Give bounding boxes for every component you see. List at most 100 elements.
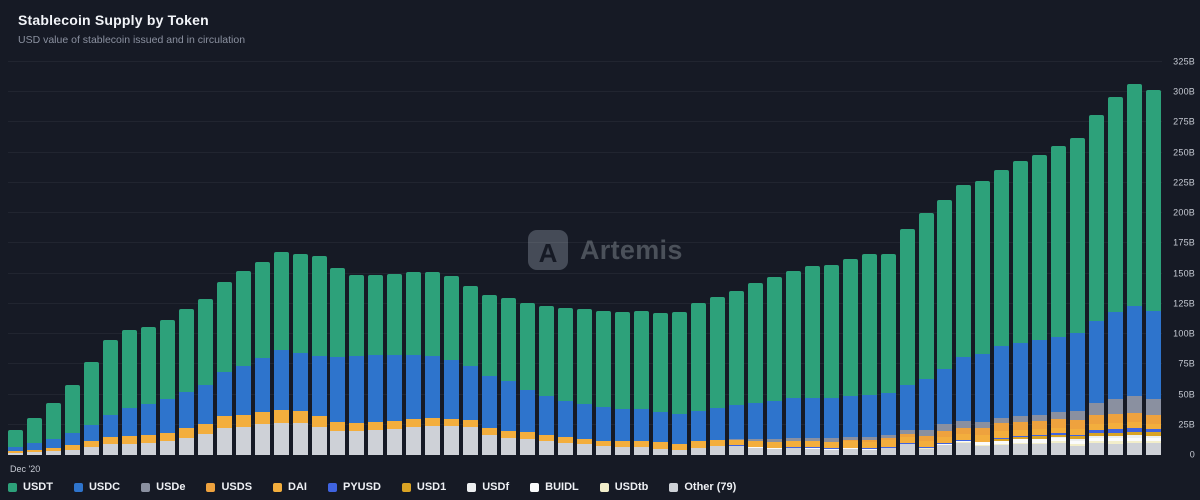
bar-feb-25[interactable] <box>956 185 972 455</box>
bar-sep-23[interactable] <box>633 311 649 455</box>
bar-apr-21[interactable] <box>83 361 99 455</box>
bar-aug-22[interactable] <box>387 273 403 455</box>
bar-aug-24[interactable] <box>842 259 858 455</box>
bar-jan-23[interactable] <box>482 295 498 455</box>
segment-usds <box>918 436 934 441</box>
bar-dec-23[interactable] <box>690 302 706 455</box>
segment-usd1 <box>1051 434 1067 438</box>
legend-item-buidl[interactable]: BUIDL <box>530 481 579 493</box>
bar-sep-25[interactable] <box>1089 115 1105 455</box>
bar-jun-24[interactable] <box>804 266 820 455</box>
gridline-275B <box>8 121 1162 123</box>
segment-dai <box>652 442 668 449</box>
bar-aug-25[interactable] <box>1070 138 1086 455</box>
segment-usds <box>1051 419 1067 428</box>
bar-jun-25[interactable] <box>1032 155 1048 455</box>
bar-oct-25[interactable] <box>1108 97 1124 455</box>
bar-jul-23[interactable] <box>596 311 612 455</box>
bar-feb-21[interactable] <box>45 403 61 455</box>
bar-may-22[interactable] <box>330 267 346 455</box>
legend-item-usd1[interactable]: USD1 <box>401 481 446 493</box>
legend-item-usdf[interactable]: USDf <box>467 481 509 493</box>
y-tick-100B: 100B <box>1173 328 1195 339</box>
segment-other-79- <box>633 447 649 455</box>
segment-dai <box>804 441 820 448</box>
legend-item-usdtb[interactable]: USDtb <box>599 481 648 493</box>
segment-dai <box>102 436 118 445</box>
bar-jan-25[interactable] <box>937 199 953 455</box>
legend-item-pyusd[interactable]: PYUSD <box>327 481 381 493</box>
bar-jun-23[interactable] <box>577 308 593 455</box>
bar-nov-24[interactable] <box>899 228 915 455</box>
segment-usdf <box>1070 439 1086 441</box>
legend-item-dai[interactable]: DAI <box>273 481 307 493</box>
y-tick-300B: 300B <box>1173 86 1195 97</box>
legend-item-usdt[interactable]: USDT <box>8 481 53 493</box>
bar-dec-24[interactable] <box>918 213 934 455</box>
bar-aug-23[interactable] <box>615 312 630 455</box>
bar-nov-23[interactable] <box>671 312 687 455</box>
segment-dai <box>121 435 137 444</box>
segment-usde <box>1032 414 1048 421</box>
segment-other-79- <box>994 445 1010 455</box>
bar-jan-22[interactable] <box>254 261 270 455</box>
bar-jul-22[interactable] <box>368 274 384 455</box>
bar-jun-21[interactable] <box>121 330 137 455</box>
bar-jul-21[interactable] <box>140 326 156 455</box>
legend-item-usde[interactable]: USDe <box>141 481 185 493</box>
bar-nov-21[interactable] <box>216 282 232 455</box>
bar-aug-21[interactable] <box>159 319 175 455</box>
bar-sep-24[interactable] <box>861 254 877 455</box>
bar-apr-23[interactable] <box>539 306 555 455</box>
bar-oct-22[interactable] <box>425 272 441 455</box>
segment-dai <box>918 440 934 448</box>
bar-feb-23[interactable] <box>501 297 517 455</box>
gridline-300B <box>8 91 1162 93</box>
bar-may-24[interactable] <box>785 271 801 455</box>
bar-feb-22[interactable] <box>273 251 289 455</box>
bar-jan-21[interactable] <box>26 417 42 455</box>
gridline-250B <box>8 151 1162 153</box>
bar-nov-25[interactable] <box>1127 83 1143 455</box>
bar-mar-22[interactable] <box>292 254 308 455</box>
legend-item-usdc[interactable]: USDC <box>73 481 120 493</box>
segment-usdc <box>406 354 422 419</box>
segment-pyusd <box>823 448 839 449</box>
bar-dec-20[interactable] <box>8 429 23 455</box>
bar-apr-22[interactable] <box>311 255 327 455</box>
segment-usdc <box>899 384 915 430</box>
bar-apr-24[interactable] <box>766 277 782 455</box>
segment-usdc <box>975 354 991 422</box>
bar-nov-22[interactable] <box>444 276 460 455</box>
bar-oct-24[interactable] <box>880 254 896 455</box>
bar-jul-25[interactable] <box>1051 145 1067 455</box>
segment-usdc <box>8 446 23 452</box>
bar-oct-21[interactable] <box>197 299 213 455</box>
bar-may-23[interactable] <box>558 308 574 455</box>
bar-sep-22[interactable] <box>406 272 422 455</box>
bar-sep-21[interactable] <box>178 308 194 455</box>
segment-usdtb <box>975 444 991 447</box>
bar-mar-25[interactable] <box>975 180 991 455</box>
legend-item-usds[interactable]: USDS <box>206 481 252 493</box>
bar-jan-24[interactable] <box>709 296 725 455</box>
bar-may-25[interactable] <box>1013 161 1029 455</box>
bar-may-21[interactable] <box>102 340 118 455</box>
bar-dec-22[interactable] <box>463 285 479 455</box>
legend-item-other-79-[interactable]: Other (79) <box>669 481 736 493</box>
bar-jun-22[interactable] <box>349 274 365 455</box>
bar-jul-24[interactable] <box>823 265 839 455</box>
bar-oct-23[interactable] <box>652 312 668 455</box>
segment-buidl <box>861 448 877 450</box>
segment-other-79- <box>8 452 23 455</box>
bar-mar-21[interactable] <box>64 384 80 455</box>
bar-feb-24[interactable] <box>728 290 744 455</box>
bar-apr-25[interactable] <box>994 169 1010 455</box>
bar-dec-21[interactable] <box>235 271 251 455</box>
legend-label: USDT <box>23 481 53 493</box>
bar-mar-24[interactable] <box>747 283 763 455</box>
segment-usdc <box>918 378 934 430</box>
bar-dec-25[interactable] <box>1146 89 1162 455</box>
segment-usdt <box>842 259 858 396</box>
bar-mar-23[interactable] <box>520 302 536 455</box>
